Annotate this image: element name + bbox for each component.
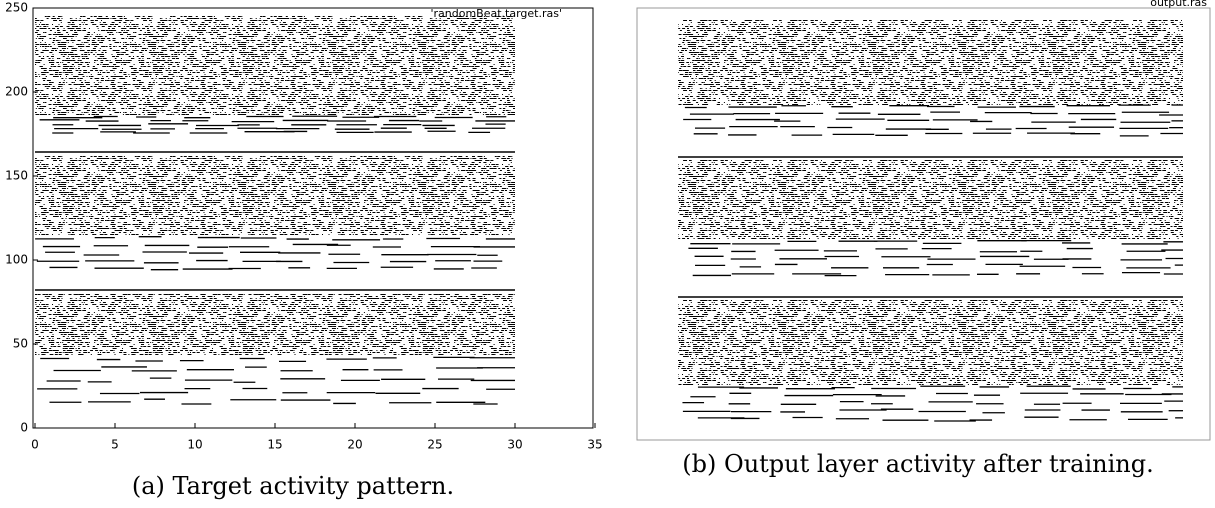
y-tick-label: 50 — [13, 337, 28, 351]
y-tick-label: 250 — [5, 1, 28, 15]
x-tick-label: 30 — [507, 438, 522, 452]
raster-band — [35, 156, 515, 236]
x-tick-label: 10 — [187, 438, 202, 452]
legend-a: 'randomBeat.target.ras' — [430, 7, 562, 20]
raster-band — [678, 300, 1183, 385]
y-tick-label: 0 — [20, 421, 28, 435]
raster-band — [35, 16, 515, 116]
caption-b: (b) Output layer activity after training… — [682, 450, 1153, 478]
x-tick-label: 15 — [267, 438, 282, 452]
y-tick-label: 150 — [5, 169, 28, 183]
x-tick-label: 20 — [347, 438, 362, 452]
plot-frame-b — [636, 7, 1211, 441]
raster-band — [35, 294, 515, 356]
x-tick-label: 0 — [31, 438, 39, 452]
x-tick-label: 5 — [111, 438, 119, 452]
raster-band — [678, 20, 1183, 105]
caption-a: (a) Target activity pattern. — [132, 472, 454, 500]
legend-b: output.ras — [1150, 0, 1207, 9]
x-tick-label: 35 — [587, 438, 602, 452]
raster-decoration — [35, 16, 1183, 422]
raster-band — [678, 160, 1183, 240]
x-tick-label: 25 — [427, 438, 442, 452]
y-tick-label: 200 — [5, 85, 28, 99]
y-tick-label: 100 — [5, 253, 28, 267]
plot-frame-a — [32, 7, 594, 429]
